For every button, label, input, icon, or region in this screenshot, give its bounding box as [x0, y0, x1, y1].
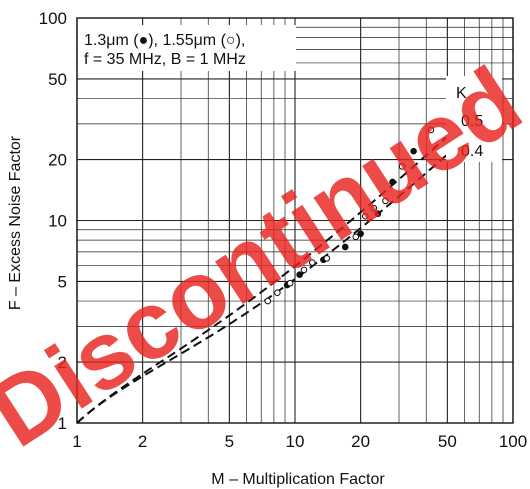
point-1-3um [410, 147, 417, 155]
x-tick-label: 2 [138, 432, 147, 451]
x-axis-label: M – Multiplication Factor [211, 471, 385, 488]
curve-label-k05: 0.5 [461, 113, 483, 130]
point-1-55um [300, 266, 308, 274]
point-1-55um [370, 204, 378, 212]
point-1-3um [341, 243, 349, 251]
y-tick-label: 1 [58, 414, 67, 433]
point-1-55um [308, 259, 316, 266]
curve-k-05 [76, 120, 466, 424]
k-label-box [446, 76, 502, 162]
x-tick-label: 100 [499, 432, 527, 451]
x-tick-label: 50 [438, 432, 457, 451]
x-tick-label: 1 [72, 432, 81, 451]
point-1-55um [264, 297, 272, 305]
y-tick-label: 50 [48, 70, 67, 89]
point-1-55um [398, 163, 406, 170]
point-layer [264, 126, 435, 305]
curve-label-k04: 0.4 [461, 143, 483, 160]
y-tick-label: 5 [58, 272, 67, 291]
k-header: K [456, 85, 467, 102]
curve-layer [76, 120, 466, 424]
point-1-55um [382, 197, 389, 205]
point-1-55um [323, 255, 331, 262]
point-1-3um [296, 271, 303, 278]
legend-box [78, 25, 296, 71]
point-1-3um [389, 178, 396, 186]
legend-line-1: 1.3μm (●), 1.55μm (○), [84, 32, 245, 49]
watermark: Discontinued [0, 47, 530, 468]
point-1-55um [274, 289, 281, 297]
point-1-55um [352, 233, 360, 241]
point-1-55um [361, 212, 369, 220]
x-tick-label: 20 [351, 432, 370, 451]
point-1-3um [357, 230, 364, 238]
legend-line-2: f = 35 MHz, B = 1 MHz [84, 51, 246, 68]
curve-k-04 [76, 138, 466, 424]
point-1-55um [427, 126, 435, 134]
y-tick-label: 100 [39, 9, 67, 28]
point-1-55um [286, 279, 294, 287]
y-axis-label: F – Excess Noise Factor [7, 135, 24, 310]
y-tick-label: 2 [58, 353, 67, 372]
x-tick-label: 5 [225, 432, 234, 451]
y-tick-label: 20 [48, 151, 67, 170]
plot-frame [76, 17, 514, 424]
y-tick-label: 10 [48, 212, 67, 231]
point-1-3um [374, 210, 382, 218]
x-tick-label: 10 [286, 432, 305, 451]
tick-labels: 1 2 5 10 20 50 100 1 2 5 10 20 50 100 [39, 9, 528, 451]
